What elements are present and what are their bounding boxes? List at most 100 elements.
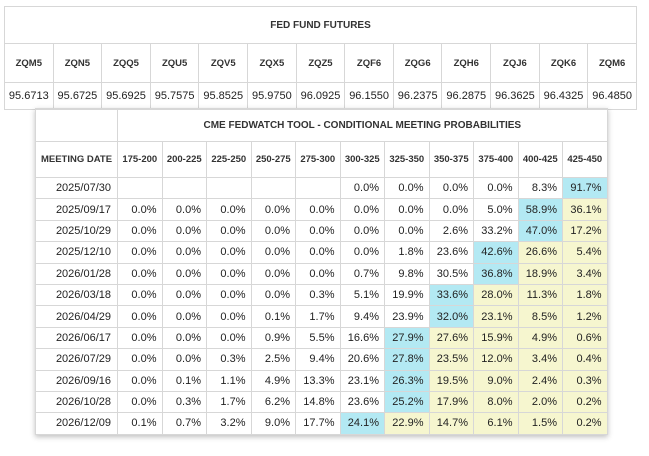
probability-cell: 8.0% (473, 390, 519, 414)
probability-cell: 2.0% (517, 390, 563, 414)
rate-range-header: 300-325 (339, 141, 385, 178)
meeting-row: 2025/09/17 0.0% 0.0% 0.0% 0.0% 0.0% 0.0% 0.0% 0.… (35, 198, 608, 221)
futures-header-row: ZQM5 ZQN5 ZQQ5 ZQU5 ZQV5 ZQX5 ZQZ5 ZQF6 ZQG6 ZQH6… (4, 43, 637, 83)
probability-cell: 2.5% (250, 348, 296, 371)
meeting-row: 2026/06/17 0.0% 0.0% 0.0% 0.9% 5.5% 16.6% 27.9%… (35, 326, 608, 350)
probability-cell: 1.8% (562, 283, 608, 307)
meeting-row: 2026/12/09 0.1% 0.7% 3.2% 9.0% 17.7% 24.1% 22.9… (35, 412, 608, 435)
probability-cell: 2.6% (428, 219, 474, 243)
fedwatch-probabilities-table: CME FEDWATCH TOOL - CONDITIONAL MEETING … (35, 108, 608, 435)
probability-cell: 0.0% (117, 262, 163, 285)
probability-cell: 0.0% (206, 241, 252, 264)
rate-range-header: 275-300 (295, 141, 341, 178)
probability-cell: 2.4% (517, 369, 563, 392)
futures-price-cell: 96.3625 (490, 82, 540, 110)
futures-contract-header: ZQM5 (4, 43, 54, 83)
probability-cell: 0.3% (161, 390, 207, 414)
probability-cell: 18.9% (517, 262, 563, 285)
probability-cell: 0.0% (117, 283, 163, 307)
meeting-date-header: MEETING DATE (35, 141, 118, 178)
probability-cell: 1.8% (384, 241, 430, 264)
probability-cell: 0.0% (384, 198, 430, 221)
probability-cell: 0.2% (562, 412, 608, 435)
probability-cell: 0.0% (117, 390, 163, 414)
probability-cell: 0.0% (428, 198, 474, 221)
probability-cell: 3.2% (206, 412, 252, 435)
probability-cell: 1.7% (206, 390, 252, 414)
probability-cell: 0.0% (161, 326, 207, 350)
probability-cell: 20.6% (339, 348, 385, 371)
futures-price-cell: 95.8525 (198, 82, 249, 110)
probability-cell: 24.1% (339, 412, 385, 435)
probability-cell: 0.0% (295, 262, 341, 285)
probability-cell: 19.9% (384, 283, 430, 307)
futures-price-cell: 95.6925 (101, 82, 151, 110)
probability-cell: 22.9% (384, 412, 430, 435)
probability-cell: 0.0% (161, 262, 207, 285)
probability-cell: 0.0% (117, 198, 163, 221)
meeting-row: 2026/10/28 0.0% 0.3% 1.7% 6.2% 14.8% 23.6% 25.2… (35, 390, 608, 414)
probability-cell: 47.0% (517, 219, 563, 243)
probability-cell: 3.4% (562, 262, 608, 285)
probability-cell: 0.0% (206, 326, 252, 350)
meeting-row: 2026/03/18 0.0% 0.0% 0.0% 0.0% 0.3% 5.1% 19.9% 3… (35, 283, 608, 307)
fedwatch-title: CME FEDWATCH TOOL - CONDITIONAL MEETING … (117, 108, 608, 142)
rate-range-header: 375-400 (473, 141, 519, 178)
probability-cell: 0.0% (250, 198, 296, 221)
probability-cell: 13.3% (295, 369, 341, 392)
probability-cell: 9.4% (295, 348, 341, 371)
futures-contract-header: ZQM6 (587, 43, 637, 83)
futures-price-cell: 95.6725 (52, 82, 103, 110)
futures-price-cell: 96.0925 (295, 82, 346, 110)
futures-contract-header: ZQJ6 (490, 43, 540, 83)
meeting-date-cell: 2025/07/30 (35, 176, 118, 200)
probability-cell: 0.0% (250, 262, 296, 285)
probability-cell: 0.0% (206, 283, 252, 307)
probability-cell: 23.6% (428, 241, 474, 264)
probability-cell: 27.9% (384, 326, 430, 350)
futures-contract-header: ZQX5 (247, 43, 297, 83)
probability-cell: 11.3% (517, 283, 563, 307)
probability-cell: 1.7% (295, 305, 341, 328)
probability-cell: 16.6% (339, 326, 385, 350)
probability-cell: 0.1% (250, 305, 296, 328)
probability-cell: 0.0% (339, 198, 385, 221)
probability-cell: 0.3% (206, 348, 252, 371)
table-corner (35, 108, 118, 142)
rate-range-header: 250-275 (250, 141, 296, 178)
probability-cell: 0.0% (161, 305, 207, 328)
futures-price-cell: 95.9750 (247, 82, 297, 110)
probability-cell: 91.7% (562, 176, 608, 200)
probability-cell: 5.5% (295, 326, 341, 350)
probability-cell: 17.7% (295, 412, 341, 435)
fedwatch-header-row: MEETING DATE 175-200 200-225 225-250 250-27… (35, 141, 608, 178)
futures-contract-header: ZQH6 (441, 43, 492, 83)
probability-cell: 27.8% (384, 348, 430, 371)
meeting-row: 2026/04/29 0.0% 0.0% 0.0% 0.1% 1.7% 9.4% 23.9% 3… (35, 305, 608, 328)
meeting-row: 2025/10/29 0.0% 0.0% 0.0% 0.0% 0.0% 0.0% 0.0% 2.… (35, 219, 608, 243)
probability-cell: 0.0% (295, 241, 341, 264)
probability-cell: 0.0% (250, 241, 296, 264)
meeting-date-cell: 2026/12/09 (35, 412, 118, 435)
probability-cell: 23.1% (339, 369, 385, 392)
probability-cell: 9.8% (384, 262, 430, 285)
probability-cell: 0.0% (250, 219, 296, 243)
meeting-date-cell: 2026/07/29 (35, 348, 118, 371)
probability-cell: 12.0% (473, 348, 519, 371)
rate-range-header: 225-250 (206, 141, 252, 178)
probability-cell: 9.4% (339, 305, 385, 328)
meeting-date-cell: 2025/12/10 (35, 241, 118, 264)
probability-cell: 0.1% (117, 412, 163, 435)
probability-cell: 58.9% (517, 198, 563, 221)
probability-cell: 0.0% (206, 219, 252, 243)
probability-cell: 25.2% (384, 390, 430, 414)
probability-cell: 0.0% (117, 348, 163, 371)
probability-cell: 1.2% (562, 305, 608, 328)
probability-cell: 0.4% (562, 348, 608, 371)
futures-price-cell: 96.1550 (344, 82, 394, 110)
probability-cell (117, 176, 163, 200)
futures-price-cell: 96.2375 (392, 82, 443, 110)
probability-cell: 0.0% (384, 219, 430, 243)
probability-cell: 0.6% (562, 326, 608, 350)
probability-cell: 0.0% (473, 176, 519, 200)
